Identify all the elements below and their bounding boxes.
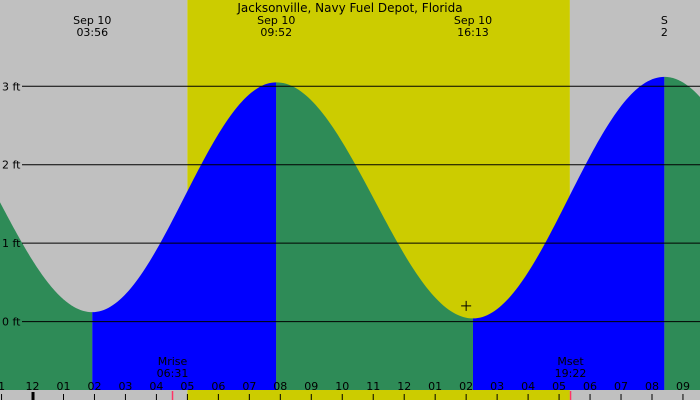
x-tick-label: 01 bbox=[56, 380, 70, 393]
extreme-date-label: Sep 10 bbox=[73, 14, 111, 27]
x-tick-label: 02 bbox=[87, 380, 101, 393]
chart-title: Jacksonville, Navy Fuel Depot, Florida bbox=[236, 1, 462, 15]
gridlines bbox=[22, 85, 700, 323]
rising-tide-segment bbox=[472, 76, 665, 391]
moon-event-name: Mrise bbox=[158, 355, 188, 368]
x-tick-label: 11 bbox=[366, 380, 380, 393]
current-marker bbox=[461, 300, 472, 311]
moon-event-time: 06:31 bbox=[157, 367, 189, 380]
moon-event-time: 19:22 bbox=[555, 367, 587, 380]
x-tick-label: 08 bbox=[273, 380, 287, 393]
tide-area bbox=[0, 76, 700, 391]
extreme-time-label: 2 bbox=[661, 26, 668, 39]
moon-event-name: Mset bbox=[557, 355, 584, 368]
x-tick-label: 05 bbox=[552, 380, 566, 393]
x-tick-label: 04 bbox=[149, 380, 163, 393]
x-tick-label: 01 bbox=[428, 380, 442, 393]
x-tick-label: 04 bbox=[521, 380, 535, 393]
y-tick-label: 0 ft bbox=[2, 316, 21, 329]
falling-tide-segment bbox=[0, 202, 93, 390]
extreme-time-label: 09:52 bbox=[260, 26, 292, 39]
extreme-date-label: Sep 10 bbox=[257, 14, 295, 27]
x-tick-label: 10 bbox=[335, 380, 349, 393]
x-tick-label: 06 bbox=[583, 380, 597, 393]
extreme-time-label: 16:13 bbox=[457, 26, 489, 39]
y-axis-labels: 0 ft 1 ft 2 ft 3 ft bbox=[2, 80, 21, 328]
extreme-date-label: S bbox=[661, 14, 668, 27]
x-tick-label: 12 bbox=[26, 380, 40, 393]
midnight-marker bbox=[31, 392, 35, 400]
x-tick-label: 09 bbox=[676, 380, 690, 393]
extreme-date-label: Sep 10 bbox=[454, 14, 492, 27]
falling-tide-segment bbox=[276, 82, 473, 390]
y-tick-label: 1 ft bbox=[2, 237, 21, 250]
falling-tide-segment bbox=[664, 76, 700, 391]
x-tick-label: 03 bbox=[118, 380, 132, 393]
y-tick-label: 2 ft bbox=[2, 159, 21, 172]
x-tick-label: 02 bbox=[459, 380, 473, 393]
x-tick-label: 07 bbox=[242, 380, 256, 393]
x-tick-label: 06 bbox=[211, 380, 225, 393]
extreme-time-label: 03:56 bbox=[76, 26, 108, 39]
x-tick-label: 03 bbox=[490, 380, 504, 393]
y-tick-label: 3 ft bbox=[2, 80, 21, 93]
x-tick-label: 08 bbox=[645, 380, 659, 393]
x-tick-label: 05 bbox=[180, 380, 194, 393]
x-tick-label: 1 bbox=[0, 380, 5, 393]
rising-tide-segment bbox=[92, 82, 277, 390]
x-tick-label: 07 bbox=[614, 380, 628, 393]
x-axis: 1 12 01 02 03 04 05 06 07 08 09 10 11 12 01 02 03 04 05 06 0… bbox=[0, 380, 690, 400]
x-tick-label: 09 bbox=[304, 380, 318, 393]
x-tick-label: 12 bbox=[397, 380, 411, 393]
